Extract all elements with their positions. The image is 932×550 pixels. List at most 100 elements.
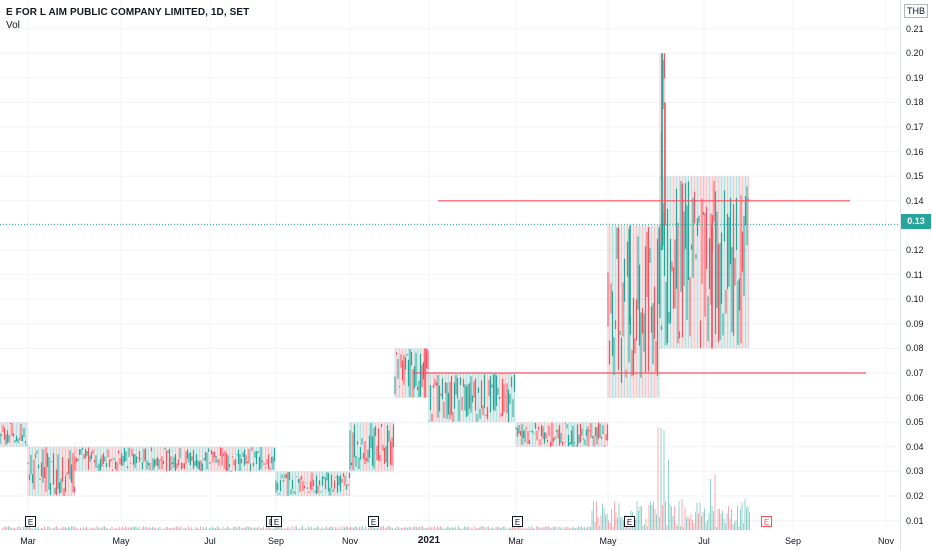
volume-bar [252, 528, 254, 530]
candle [134, 453, 136, 469]
volume-bar [447, 526, 449, 530]
candle [296, 476, 298, 478]
volume-bar [623, 520, 624, 530]
price-axis[interactable] [900, 0, 932, 550]
volume-bar [264, 528, 266, 530]
volume-bar [243, 528, 245, 530]
volume-bar [231, 528, 233, 530]
candle [702, 212, 705, 215]
candle [728, 216, 730, 287]
candle [111, 469, 114, 471]
candle [723, 190, 726, 242]
volume-bar [687, 515, 689, 530]
candle [383, 447, 386, 465]
volume-bar [107, 528, 108, 530]
candle [339, 475, 342, 492]
volume-bar [585, 528, 587, 530]
candle [488, 380, 490, 397]
volume-bar [2, 528, 3, 530]
volume-bar [417, 527, 419, 530]
candle [74, 456, 76, 471]
volume-bar [260, 528, 261, 530]
price-tick-label: 0.06 [906, 392, 924, 403]
candle [185, 451, 187, 464]
volume-label[interactable]: Vol [6, 20, 20, 31]
candle [255, 451, 258, 465]
volume-bar [540, 527, 542, 530]
candle [503, 384, 505, 413]
candle [542, 426, 544, 440]
candle [668, 312, 670, 324]
candle [215, 455, 217, 463]
candle [221, 448, 223, 466]
volume-bar [125, 526, 126, 530]
volume-bar [59, 528, 60, 530]
symbol-title[interactable]: E FOR L AIM PUBLIC COMPANY LIMITED, 1D, … [6, 7, 250, 18]
volume-bar [207, 528, 209, 530]
candle [537, 426, 540, 430]
volume-bar [245, 527, 246, 530]
candle [374, 426, 377, 436]
candle [705, 206, 708, 269]
candle [461, 396, 463, 411]
volume-bar [321, 526, 323, 530]
candle [401, 360, 404, 381]
volume-bar [741, 502, 743, 530]
volume-bar [570, 527, 572, 530]
candle [421, 364, 423, 388]
candle [288, 471, 291, 481]
candle [12, 433, 15, 437]
candle [36, 450, 38, 454]
candle [101, 455, 103, 467]
candle [566, 424, 568, 429]
candle [248, 448, 250, 464]
candle [585, 429, 588, 437]
volume-bar [432, 527, 434, 530]
volume-bar [351, 527, 353, 530]
earnings-marker[interactable]: E [624, 516, 635, 527]
candle [382, 444, 384, 451]
volume-bar [533, 528, 534, 530]
volume-bar [87, 528, 89, 530]
volume-bar [650, 502, 651, 530]
volume-bar [35, 526, 36, 530]
candle [658, 227, 660, 305]
volume-bar [473, 528, 474, 530]
candle [186, 449, 189, 459]
volume-bar [675, 523, 677, 530]
candle [525, 427, 528, 429]
candle [138, 451, 141, 462]
candle [404, 357, 407, 370]
volume-bar [723, 518, 725, 530]
volume-bar [608, 520, 609, 530]
earnings-marker[interactable]: E [761, 516, 772, 527]
price-tick-label: 0.21 [906, 23, 924, 34]
candle [219, 447, 222, 457]
candle [171, 462, 174, 465]
candle [582, 438, 585, 440]
volume-bar [363, 528, 365, 530]
volume-bar [177, 526, 179, 530]
volume-bar [722, 510, 723, 530]
earnings-marker[interactable]: E [271, 516, 282, 527]
price-tick-label: 0.19 [906, 72, 924, 83]
candle [548, 425, 550, 437]
time-tick-label: Jul [698, 536, 710, 546]
candle [546, 439, 549, 443]
volume-bar [80, 527, 81, 530]
candle [96, 466, 99, 468]
earnings-marker[interactable]: E [512, 516, 523, 527]
candle [495, 375, 498, 406]
volume-bar [266, 527, 267, 530]
earnings-marker[interactable]: E [25, 516, 36, 527]
candle [359, 447, 362, 460]
currency-label[interactable]: THB [904, 4, 928, 18]
candle [686, 205, 688, 320]
volume-bar [371, 526, 372, 530]
candle [179, 448, 181, 459]
volume-bar [297, 528, 299, 530]
earnings-marker[interactable]: E [368, 516, 379, 527]
volume-bar [702, 512, 704, 530]
volume-bar [164, 528, 165, 530]
